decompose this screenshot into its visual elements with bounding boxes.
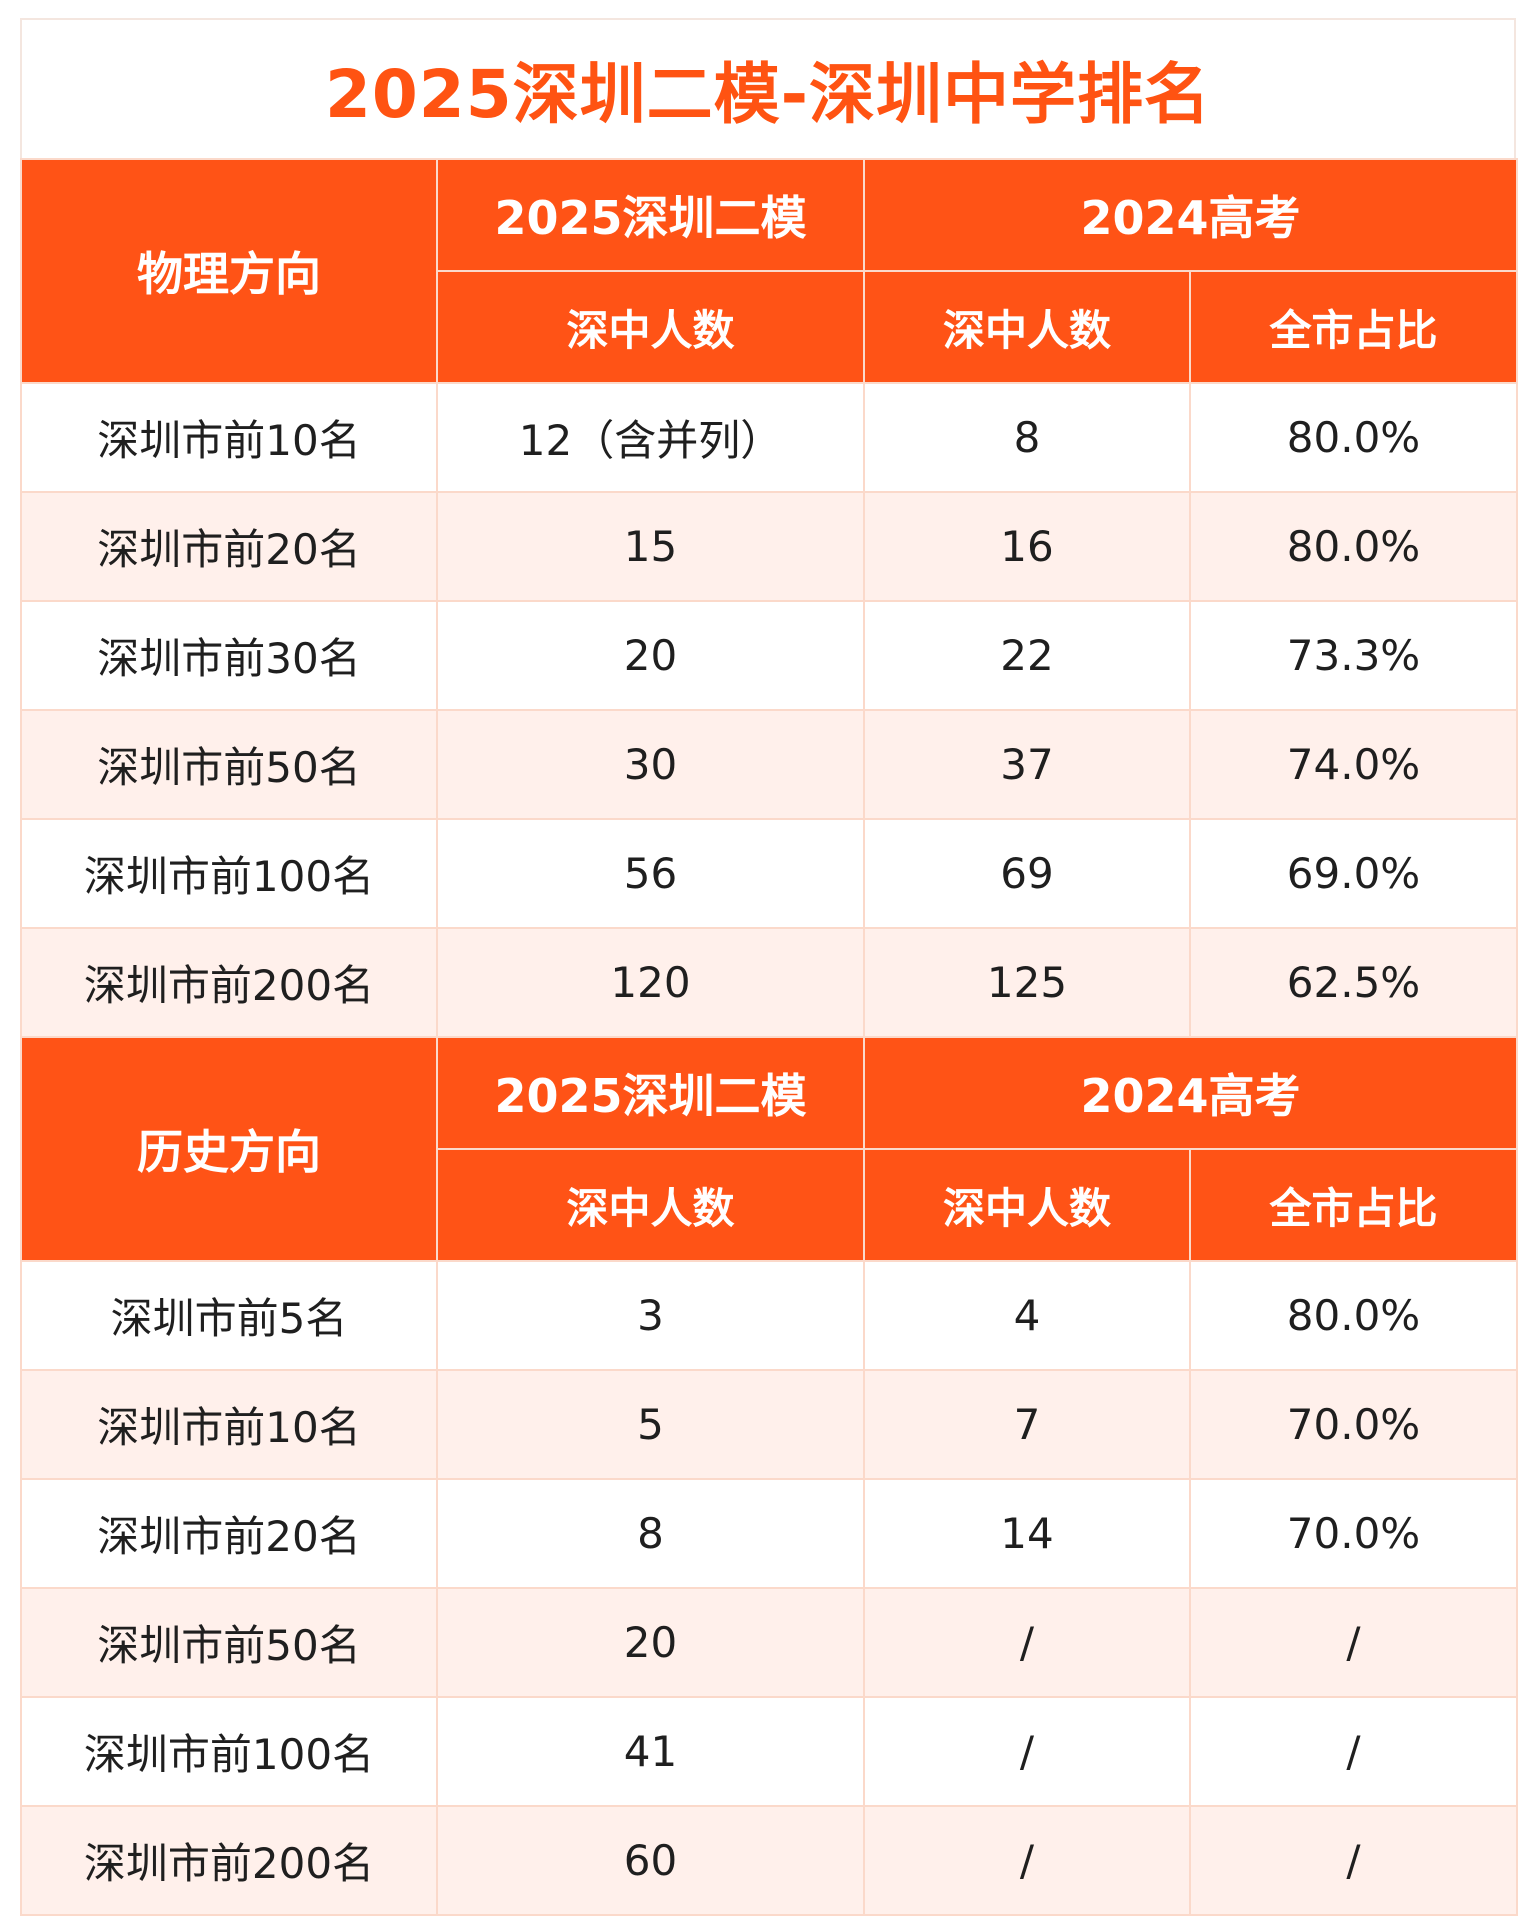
table-row: 深圳市前200名 120 125 62.5% [20, 927, 1518, 1038]
physics-subheader-row: 深中人数 深中人数 全市占比 [21, 270, 1518, 384]
table-row: 深圳市前30名 20 22 73.3% [20, 600, 1518, 711]
header-2024-gaokao: 2024高考 [863, 1036, 1518, 1150]
history-section: 历史方向 2025深圳二模 2024高考 深中人数 深中人数 全市占比 深圳市前… [20, 1036, 1518, 1916]
table-row: 深圳市前50名 30 37 74.0% [20, 709, 1518, 820]
table-row: 深圳市前100名 56 69 69.0% [20, 818, 1518, 929]
ratio-cell: / [1189, 1696, 1518, 1807]
header-city-ratio: 全市占比 [1189, 270, 1518, 384]
ratio-cell: 69.0% [1189, 818, 1518, 929]
table-row: 深圳市前200名 60 / / [20, 1805, 1518, 1916]
physics-section: 物理方向 2025深圳二模 2024高考 深中人数 深中人数 全市占比 深圳市前… [20, 158, 1518, 1038]
rank-cell: 深圳市前200名 [20, 927, 438, 1038]
ratio-cell: 80.0% [1189, 382, 1518, 493]
header-2025-exam: 2025深圳二模 [436, 1036, 865, 1150]
ratio-cell: 74.0% [1189, 709, 1518, 820]
history-header-row: 历史方向 2025深圳二模 2024高考 [20, 1036, 1518, 1262]
ranking-table: 物理方向 2025深圳二模 2024高考 深中人数 深中人数 全市占比 深圳市前… [20, 158, 1518, 1916]
count-2024-cell: 69 [863, 818, 1191, 929]
rank-cell: 深圳市前5名 [20, 1260, 438, 1371]
table-row: 深圳市前20名 15 16 80.0% [20, 491, 1518, 602]
count-2024-cell: 22 [863, 600, 1191, 711]
physics-direction-label: 物理方向 [20, 158, 438, 384]
count-2025-cell: 15 [436, 491, 865, 602]
header-count-2025: 深中人数 [436, 270, 865, 384]
rank-cell: 深圳市前100名 [20, 1696, 438, 1807]
rank-cell: 深圳市前50名 [20, 709, 438, 820]
table-row: 深圳市前100名 41 / / [20, 1696, 1518, 1807]
rank-cell: 深圳市前20名 [20, 1478, 438, 1589]
header-2025-exam: 2025深圳二模 [436, 158, 865, 272]
count-2024-cell: 125 [863, 927, 1191, 1038]
ratio-cell: 70.0% [1189, 1478, 1518, 1589]
count-2024-cell: 14 [863, 1478, 1191, 1589]
count-2025-cell: 60 [436, 1805, 865, 1916]
count-2024-cell: 7 [863, 1369, 1191, 1480]
rank-cell: 深圳市前30名 [20, 600, 438, 711]
count-2025-cell: 3 [436, 1260, 865, 1371]
header-2024-gaokao: 2024高考 [863, 158, 1518, 272]
ratio-cell: 62.5% [1189, 927, 1518, 1038]
table-row: 深圳市前5名 3 4 80.0% [20, 1260, 1518, 1371]
ratio-cell: 80.0% [1189, 1260, 1518, 1371]
count-2025-cell: 20 [436, 600, 865, 711]
history-direction-label: 历史方向 [20, 1036, 438, 1262]
header-count-2024: 深中人数 [863, 270, 1191, 384]
count-2025-cell: 5 [436, 1369, 865, 1480]
ratio-cell: / [1189, 1587, 1518, 1698]
rank-cell: 深圳市前10名 [20, 382, 438, 493]
ratio-cell: / [1189, 1805, 1518, 1916]
table-row: 深圳市前10名 12（含并列） 8 80.0% [20, 382, 1518, 493]
count-2024-cell: 8 [863, 382, 1191, 493]
table-row: 深圳市前10名 5 7 70.0% [20, 1369, 1518, 1480]
rank-cell: 深圳市前200名 [20, 1805, 438, 1916]
count-2024-cell: / [863, 1696, 1191, 1807]
ratio-cell: 70.0% [1189, 1369, 1518, 1480]
count-2025-cell: 20 [436, 1587, 865, 1698]
header-count-2024: 深中人数 [863, 1148, 1191, 1262]
history-subheader-row: 深中人数 深中人数 全市占比 [21, 1148, 1518, 1262]
count-2024-cell: / [863, 1805, 1191, 1916]
physics-header-row: 物理方向 2025深圳二模 2024高考 [20, 158, 1518, 384]
ratio-cell: 73.3% [1189, 600, 1518, 711]
rank-cell: 深圳市前50名 [20, 1587, 438, 1698]
count-2025-cell: 30 [436, 709, 865, 820]
table-row: 深圳市前50名 20 / / [20, 1587, 1518, 1698]
count-2025-cell: 120 [436, 927, 865, 1038]
page-title: 2025深圳二模-深圳中学排名 [324, 56, 1212, 133]
count-2025-cell: 8 [436, 1478, 865, 1589]
header-city-ratio: 全市占比 [1189, 1148, 1518, 1262]
rank-cell: 深圳市前10名 [20, 1369, 438, 1480]
ratio-cell: 80.0% [1189, 491, 1518, 602]
rank-cell: 深圳市前100名 [20, 818, 438, 929]
count-2024-cell: / [863, 1587, 1191, 1698]
count-2024-cell: 4 [863, 1260, 1191, 1371]
count-2025-cell: 12（含并列） [436, 382, 865, 493]
table-row: 深圳市前20名 8 14 70.0% [20, 1478, 1518, 1589]
count-2024-cell: 16 [863, 491, 1191, 602]
count-2025-cell: 41 [436, 1696, 865, 1807]
rank-cell: 深圳市前20名 [20, 491, 438, 602]
header-count-2025: 深中人数 [436, 1148, 865, 1262]
count-2024-cell: 37 [863, 709, 1191, 820]
count-2025-cell: 56 [436, 818, 865, 929]
